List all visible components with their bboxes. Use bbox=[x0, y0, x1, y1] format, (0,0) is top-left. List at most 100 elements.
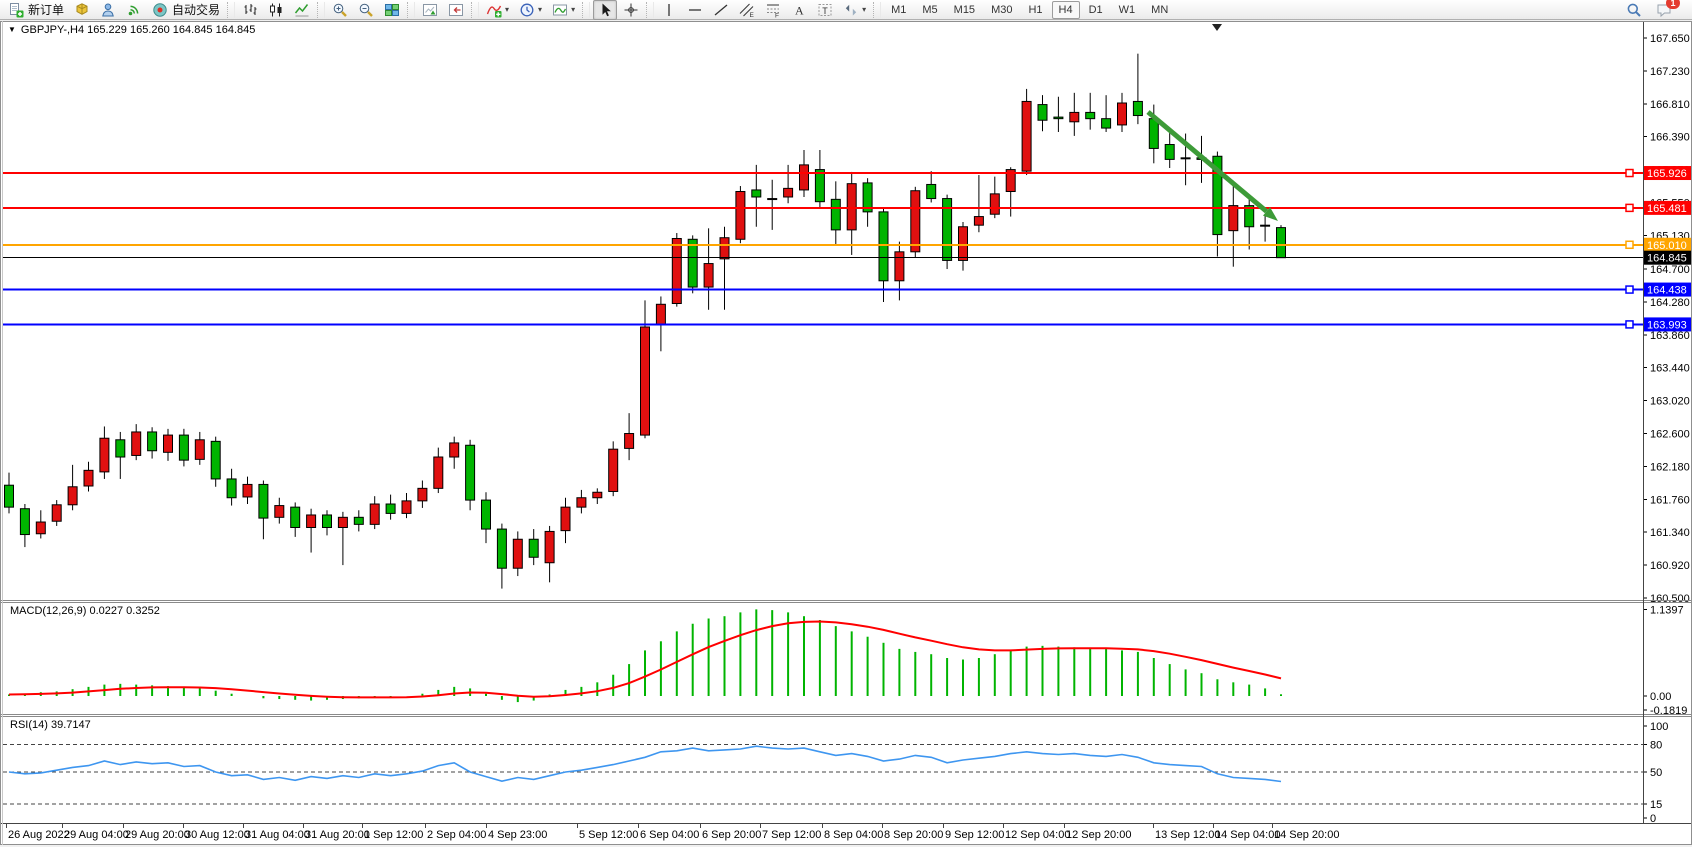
trend-arrow-head[interactable] bbox=[1263, 207, 1278, 221]
autotrade-icon bbox=[153, 2, 167, 17]
hline-handle[interactable] bbox=[1625, 168, 1634, 178]
horizontal-line-button[interactable] bbox=[683, 0, 707, 20]
arrows-button[interactable]: ▾ bbox=[839, 0, 870, 20]
search-button[interactable] bbox=[1626, 2, 1642, 18]
candle bbox=[814, 169, 825, 203]
crosshair-icon bbox=[624, 3, 638, 16]
bar-chart-mode-button[interactable] bbox=[238, 0, 262, 20]
doc-plus-icon bbox=[10, 2, 24, 17]
time-tick-label: 31 Aug 20:00 bbox=[305, 829, 370, 841]
candle bbox=[926, 183, 937, 200]
chart-shift-button[interactable] bbox=[444, 0, 468, 20]
price-tick-label: 161.340 bbox=[1650, 527, 1690, 539]
notifications-button[interactable]: 1 bbox=[1656, 0, 1680, 18]
candle bbox=[958, 226, 968, 261]
price-label-resistance: 165.481 bbox=[1647, 203, 1687, 215]
equidistant-channel-button[interactable]: E bbox=[735, 0, 759, 20]
timeframe-m5-button[interactable]: M5 bbox=[922, 3, 938, 16]
candle bbox=[465, 444, 476, 501]
templates-button[interactable]: ▾ bbox=[548, 0, 579, 20]
price-tick-label: 166.390 bbox=[1650, 132, 1690, 144]
autoscroll-icon bbox=[423, 3, 438, 16]
chart-title-text: GBPJPY-,H4 165.229 165.260 164.845 164.8… bbox=[20, 24, 256, 36]
price-label-box-support bbox=[1644, 282, 1692, 297]
chevron-down-icon: ▾ bbox=[571, 5, 576, 14]
cursor-icon bbox=[602, 3, 611, 16]
market-watch-button[interactable] bbox=[70, 0, 94, 20]
candle bbox=[1212, 155, 1223, 236]
candle bbox=[83, 469, 94, 487]
new-order-button[interactable]: 新订单 bbox=[4, 0, 68, 20]
price-label-box-resistance bbox=[1644, 166, 1692, 181]
hline-handle[interactable] bbox=[1625, 203, 1634, 213]
price-label-box-current-price bbox=[1644, 250, 1692, 265]
price-label-box-resistance bbox=[1644, 200, 1692, 215]
vertical-line-button[interactable] bbox=[657, 0, 681, 20]
candle bbox=[576, 497, 587, 508]
candle bbox=[735, 191, 746, 240]
price-tick-label: 166.810 bbox=[1650, 99, 1690, 111]
candle bbox=[306, 514, 317, 529]
hline-handle[interactable] bbox=[1625, 320, 1634, 329]
zoom-out-button[interactable] bbox=[354, 0, 378, 20]
template-icon bbox=[553, 4, 568, 15]
auto-scroll-button[interactable] bbox=[418, 0, 442, 20]
timeframe-m15-button[interactable]: M15 bbox=[953, 3, 976, 16]
rsi-axis-label: 80 bbox=[1650, 739, 1662, 751]
line-chart-mode-button[interactable] bbox=[290, 0, 314, 20]
price-tick-label: 160.920 bbox=[1650, 560, 1690, 572]
shift-marker[interactable] bbox=[1212, 24, 1222, 31]
candle bbox=[496, 528, 507, 569]
candlestick-mode-button[interactable] bbox=[264, 0, 288, 20]
candles-icon bbox=[270, 3, 282, 16]
trend-arrow-shaft[interactable] bbox=[1146, 110, 1269, 214]
data-window-button[interactable] bbox=[122, 0, 146, 20]
time-tick-label: 8 Sep 20:00 bbox=[884, 829, 943, 841]
timeframe-m1-button[interactable]: M1 bbox=[891, 3, 907, 16]
candle bbox=[560, 506, 571, 532]
price-label-pivot: 165.010 bbox=[1647, 240, 1687, 252]
candle bbox=[942, 198, 953, 261]
price-tick-label: 167.650 bbox=[1650, 33, 1690, 45]
tile-windows-button[interactable] bbox=[380, 0, 404, 20]
time-tick-label: 2 Sep 04:00 bbox=[427, 829, 486, 841]
hline-handle[interactable] bbox=[1625, 285, 1634, 294]
svg-text:T: T bbox=[822, 5, 828, 15]
indicators-button[interactable]: ▾ bbox=[482, 0, 513, 20]
time-tick-label: 13 Sep 12:00 bbox=[1155, 829, 1220, 841]
timeframe-m30-button[interactable]: M30 bbox=[991, 3, 1013, 16]
macd-axis-label: 1.1397 bbox=[1650, 604, 1684, 616]
toolbar-right-icons: 1 bbox=[1626, 0, 1680, 18]
time-tick-label: 1 Sep 12:00 bbox=[364, 829, 423, 841]
vline-icon bbox=[668, 3, 670, 16]
navigator-button[interactable] bbox=[96, 0, 120, 20]
zoom-in-button[interactable] bbox=[328, 0, 352, 20]
notification-badge: 1 bbox=[1666, 0, 1680, 9]
trendline-button[interactable] bbox=[709, 0, 733, 20]
text-button[interactable]: A bbox=[787, 0, 811, 20]
candle bbox=[290, 506, 301, 529]
auto-trading-button[interactable]: 自动交易 bbox=[148, 0, 224, 20]
timeframe-h1-button[interactable]: H1 bbox=[1028, 3, 1043, 16]
fibonacci-button[interactable]: F bbox=[761, 0, 785, 20]
candle bbox=[910, 190, 921, 253]
candle bbox=[1053, 116, 1064, 120]
timeframe-mn-button[interactable]: MN bbox=[1151, 3, 1169, 16]
timeframe-d1-button[interactable]: D1 bbox=[1088, 3, 1103, 16]
chevron-down-icon: ▾ bbox=[505, 5, 510, 14]
crosshair-button[interactable] bbox=[619, 0, 643, 20]
candle bbox=[687, 238, 698, 288]
timeframe-w1-button[interactable]: W1 bbox=[1118, 3, 1136, 16]
rsi-axis-label: 100 bbox=[1650, 721, 1668, 733]
text-label-button[interactable]: T bbox=[813, 0, 837, 20]
candle bbox=[274, 505, 285, 518]
periods-button[interactable]: ▾ bbox=[515, 0, 546, 20]
hline-handle[interactable] bbox=[1625, 240, 1634, 250]
collapse-icon[interactable]: ▼ bbox=[8, 25, 16, 34]
cursor-button[interactable] bbox=[593, 0, 618, 20]
timeframe-h4-button[interactable]: H4 bbox=[1051, 0, 1080, 19]
trendline-icon bbox=[714, 4, 728, 15]
time-tick-label: 12 Sep 04:00 bbox=[1005, 829, 1070, 841]
price-tick-label: 167.230 bbox=[1650, 66, 1690, 78]
time-tick-label: 6 Sep 20:00 bbox=[702, 829, 761, 841]
